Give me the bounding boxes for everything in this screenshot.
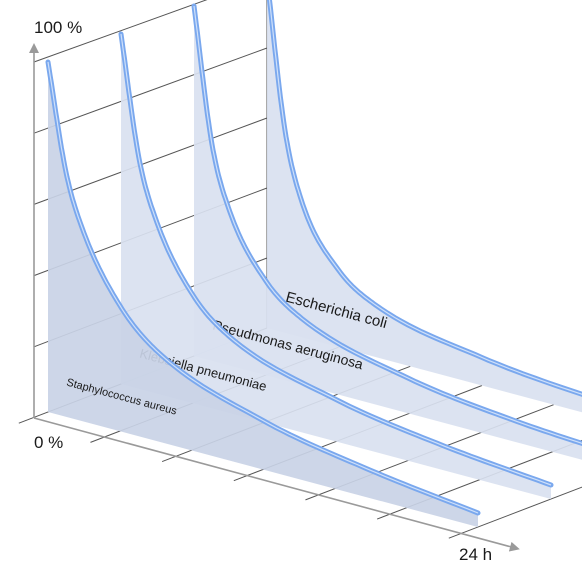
grid-line-floor (448, 486, 582, 539)
grid-line-wall (33, 0, 208, 63)
series-highlight (268, 0, 582, 395)
axes (29, 43, 520, 552)
x-end-label: 24 h (459, 545, 492, 563)
y-bottom-label: 0 % (34, 433, 63, 452)
grid-line-wall (33, 117, 268, 205)
series-highlight (120, 33, 552, 486)
y-top-label: 100 % (34, 18, 82, 37)
series-highlight (193, 5, 582, 444)
series-area (48, 62, 478, 527)
labels: 100 % 0 % 24 h (34, 18, 492, 563)
series-highlight (47, 61, 479, 514)
series-area (194, 6, 582, 460)
series-area (121, 34, 551, 499)
grid-line-wall (33, 47, 268, 134)
x-axis (33, 417, 520, 552)
series-area (267, 0, 582, 413)
